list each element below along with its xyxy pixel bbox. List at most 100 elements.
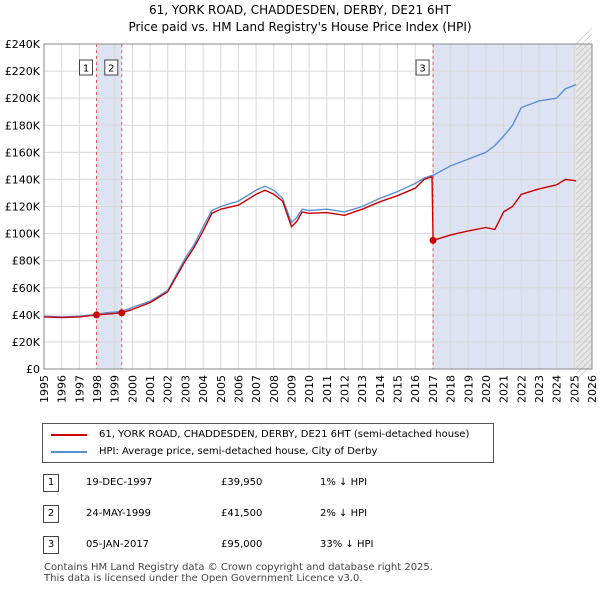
x-tick-label: 2025 xyxy=(568,375,581,403)
x-tick-label: 2021 xyxy=(498,375,511,403)
hatch-line xyxy=(575,261,593,279)
hatch-line xyxy=(575,141,593,159)
transaction-date: 24-MAY-1999 xyxy=(86,508,152,519)
y-tick-label: £80K xyxy=(12,255,41,268)
hatch-line xyxy=(575,45,593,63)
hatch-line xyxy=(575,357,593,375)
transaction-number: 1 xyxy=(43,474,59,492)
marker-box xyxy=(79,59,94,76)
series-line-hpi xyxy=(43,83,577,318)
hatch-line xyxy=(575,147,593,165)
x-tick-label: 2010 xyxy=(303,375,316,403)
hatch-line xyxy=(575,309,593,327)
y-tick-label: £200K xyxy=(5,92,41,105)
y-tick-label: £140K xyxy=(5,173,41,186)
hatch-line xyxy=(575,207,593,225)
hatch-line xyxy=(575,57,593,75)
hatch-line xyxy=(575,213,593,231)
y-tick-label: £0 xyxy=(26,363,40,376)
hatch-line xyxy=(575,285,593,303)
x-tick-label: 2015 xyxy=(392,375,405,403)
transaction-hpi: 1% ↓ HPI xyxy=(320,477,368,488)
y-tick-label: £120K xyxy=(5,201,41,214)
x-tick-label: 1995 xyxy=(38,375,51,403)
x-tick-label: 2006 xyxy=(232,375,245,403)
hatch-line xyxy=(575,51,593,69)
marker-label: 3 xyxy=(419,64,425,75)
plot-border xyxy=(43,43,593,370)
footer-copyright: Contains HM Land Registry data © Crown c… xyxy=(44,562,433,573)
legend-label-property: 61, YORK ROAD, CHADDESDEN, DERBY, DE21 6… xyxy=(99,429,470,440)
marker-box xyxy=(104,59,119,76)
hatch-line xyxy=(575,189,593,207)
hatch-line xyxy=(575,81,593,99)
transaction-number: 2 xyxy=(43,505,59,523)
hatch-line xyxy=(575,249,593,267)
transaction-hpi: 33% ↓ HPI xyxy=(320,539,374,550)
hatch-line xyxy=(575,63,593,81)
transaction-price: £41,500 xyxy=(221,508,263,519)
legend-swatch-property xyxy=(51,434,87,436)
transaction-number: 3 xyxy=(43,536,59,554)
hatch-line xyxy=(575,27,593,45)
x-tick-label: 2014 xyxy=(374,375,387,403)
hatch-line xyxy=(575,99,593,117)
hatch-line xyxy=(575,201,593,219)
price-chart: £0 £20K £40K £60K £80K £100K £120K £140K £160K £1… xyxy=(5,27,599,403)
hatch-line xyxy=(575,291,593,309)
y-tick-label: £220K xyxy=(5,65,41,78)
hatch-line xyxy=(575,105,593,123)
sale-point xyxy=(93,311,101,319)
hatch-line xyxy=(575,267,593,285)
hatch-line xyxy=(575,297,593,315)
x-tick-label: 1998 xyxy=(91,375,104,403)
hatch-line xyxy=(575,129,593,147)
transaction-hpi: 2% ↓ HPI xyxy=(320,508,368,519)
x-tick-label: 2023 xyxy=(533,375,546,403)
hatch-line xyxy=(575,195,593,213)
y-tick-label: £60K xyxy=(12,282,41,295)
x-tick-label: 2011 xyxy=(321,375,334,403)
y-tick-label: £180K xyxy=(5,119,41,132)
x-tick-label: 2007 xyxy=(250,375,263,403)
transaction-price: £39,950 xyxy=(221,477,263,488)
hatch-line xyxy=(575,117,593,135)
hatch-line xyxy=(575,327,593,345)
hatch-line xyxy=(575,165,593,183)
x-tick-label: 2001 xyxy=(144,375,157,403)
hatch-line xyxy=(575,153,593,171)
hatch-line xyxy=(575,159,593,177)
hatch-line xyxy=(575,345,593,363)
hatch-line xyxy=(575,225,593,243)
x-tick-label: 2026 xyxy=(586,375,599,403)
chart-subtitle: Price paid vs. HM Land Registry's House … xyxy=(128,20,472,34)
x-tick-label: 1999 xyxy=(109,375,122,403)
x-tick-label: 2003 xyxy=(179,375,192,403)
hatch-line xyxy=(575,279,593,297)
hatch-line xyxy=(575,177,593,195)
y-tick-label: £240K xyxy=(5,38,41,51)
transaction-row: 2 24-MAY-1999 £41,500 2% ↓ HPI xyxy=(0,505,600,525)
series-line-property xyxy=(43,175,577,319)
x-tick-label: 2005 xyxy=(215,375,228,403)
hatch-line xyxy=(575,219,593,237)
hatch-line xyxy=(575,273,593,291)
hatch-line xyxy=(575,93,593,111)
hatch-line xyxy=(575,171,593,189)
hatch-line xyxy=(575,69,593,87)
hatch-line xyxy=(575,123,593,141)
x-tick-label: 2016 xyxy=(409,375,422,403)
hatch-line xyxy=(575,135,593,153)
y-tick-label: £100K xyxy=(5,228,41,241)
chart-title: 61, YORK ROAD, CHADDESDEN, DERBY, DE21 6… xyxy=(149,3,451,17)
x-tick-label: 1996 xyxy=(56,375,69,403)
sale-point xyxy=(118,309,126,317)
legend-label-hpi: HPI: Average price, semi-detached house,… xyxy=(99,446,378,457)
hatch-line xyxy=(575,315,593,333)
hatch-line xyxy=(575,321,593,339)
hatch-line xyxy=(575,75,593,93)
x-tick-label: 2024 xyxy=(551,375,564,403)
x-tick-label: 2019 xyxy=(462,375,475,403)
transaction-row: 3 05-JAN-2017 £95,000 33% ↓ HPI xyxy=(0,536,600,556)
x-tick-label: 2018 xyxy=(445,375,458,403)
